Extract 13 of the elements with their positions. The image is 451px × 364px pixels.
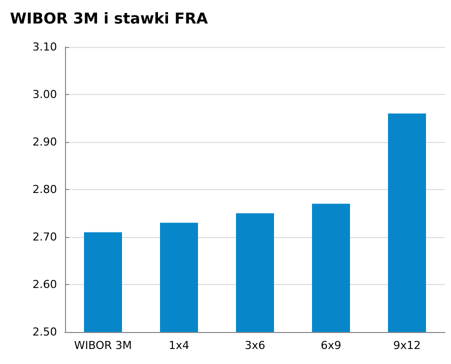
chart-title: WIBOR 3M i stawki FRA [10, 10, 208, 28]
x-tick-label: 9x12 [393, 339, 421, 352]
y-tick-label: 2.90 [32, 136, 57, 148]
y-tick-label: 3.10 [32, 40, 57, 54]
x-tick-label: 6x9 [320, 339, 342, 352]
y-tick-label: 2.60 [32, 278, 57, 291]
y-tick-label: 2.80 [32, 183, 57, 196]
y-tick-label: 2.70 [32, 230, 57, 244]
x-tick-label: 1x4 [168, 339, 190, 352]
y-tick-label: 2.50 [32, 326, 57, 338]
x-tick-label: 3x6 [244, 339, 266, 352]
x-tick-label: WIBOR 3M [74, 339, 132, 352]
y-tick-label: 3.00 [32, 88, 57, 101]
